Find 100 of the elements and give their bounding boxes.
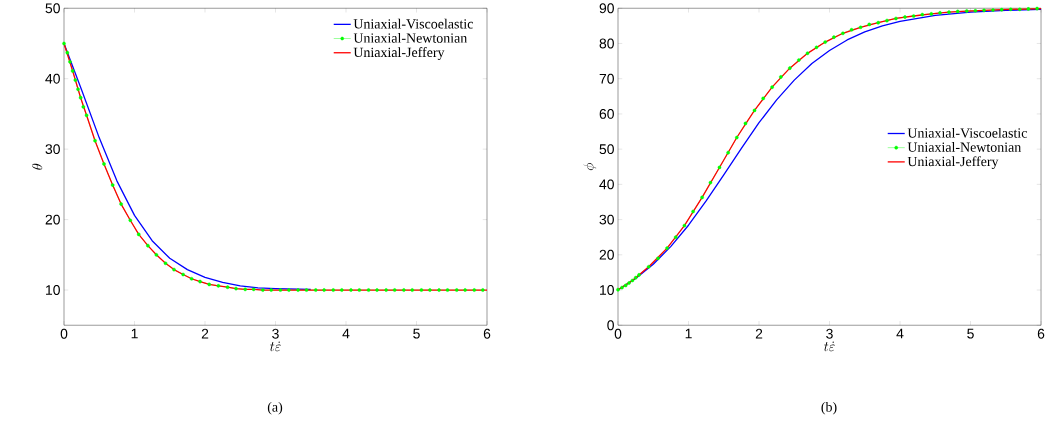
legend-label: Uniaxial-Viscoelastic: [907, 127, 1027, 138]
y-tick-label: 10: [46, 284, 60, 295]
point: [181, 272, 185, 277]
point: [463, 288, 467, 292]
point: [102, 162, 106, 166]
point: [761, 96, 765, 101]
point: [154, 252, 159, 257]
point: [700, 195, 704, 200]
point: [627, 281, 631, 285]
point: [726, 150, 730, 155]
point: [964, 9, 969, 13]
point: [867, 22, 872, 27]
point: [814, 45, 819, 50]
x-tick-label: 2: [201, 328, 209, 339]
point: [743, 121, 748, 126]
point: [911, 14, 916, 18]
point: [62, 41, 66, 46]
point: [1035, 6, 1039, 11]
point: [331, 288, 336, 292]
point: [410, 288, 415, 292]
point: [717, 165, 722, 170]
point: [366, 288, 371, 292]
point: [999, 7, 1004, 12]
point: [402, 288, 406, 292]
point: [172, 267, 176, 272]
y-tick-label: 80: [599, 38, 614, 49]
point: [93, 138, 97, 143]
point: [823, 40, 828, 44]
point: [633, 275, 638, 280]
y-tick-label: 30: [599, 214, 614, 225]
point: [770, 85, 774, 89]
text: (b): [821, 401, 837, 415]
point: [296, 288, 300, 292]
point: [623, 283, 628, 288]
y-tick-label: 40: [599, 179, 614, 190]
y-tick-label: 60: [599, 108, 614, 119]
y-tick-label: 0: [607, 320, 614, 331]
point: [119, 202, 123, 206]
x-tick-label: 4: [342, 328, 350, 339]
y-axis-title: $\phi$: [583, 162, 597, 171]
y-tick-label: 10: [600, 284, 614, 295]
point: [392, 288, 397, 292]
point: [616, 287, 620, 292]
point: [384, 288, 388, 292]
point: [287, 288, 291, 292]
point: [708, 180, 713, 185]
point: [234, 286, 238, 291]
point: [136, 232, 141, 237]
point: [849, 27, 854, 32]
x-tick-label: 0: [60, 328, 68, 339]
y-tick-label: 90: [599, 3, 614, 14]
point: [65, 50, 70, 55]
point: [480, 288, 485, 292]
x-tick-label: 5: [967, 328, 974, 339]
point: [797, 58, 801, 62]
point: [251, 287, 256, 291]
point: [261, 288, 265, 292]
legend-label: Uniaxial-Newtonian: [353, 32, 468, 43]
x-axis-title: $t\dot{\varepsilon}$: [824, 341, 835, 352]
x-tick-label: 2: [755, 328, 763, 339]
point: [858, 25, 863, 29]
point: [630, 278, 635, 283]
point: [973, 8, 978, 13]
legend-label: Uniaxial-Newtonian: [907, 141, 1022, 152]
x-tick-label: 6: [1037, 328, 1045, 339]
point: [445, 288, 450, 292]
y-tick-label: 20: [45, 214, 60, 225]
y-tick-label: 30: [45, 144, 60, 154]
x-tick-label: 0: [614, 328, 622, 339]
point: [637, 272, 641, 277]
x-tick-label: 5: [413, 328, 420, 339]
point: [885, 18, 889, 23]
point: [78, 95, 83, 100]
point: [876, 20, 881, 25]
text: (a): [267, 401, 283, 415]
point: [68, 59, 72, 64]
y-tick-label: 40: [45, 73, 60, 84]
legend-label: Uniaxial-Viscoelastic: [353, 18, 473, 29]
point: [313, 288, 318, 292]
point: [788, 66, 792, 70]
point: [419, 288, 424, 292]
point: [128, 218, 133, 222]
x-tick-label: 1: [131, 328, 138, 339]
point: [920, 12, 925, 17]
point: [84, 113, 89, 117]
point: [673, 235, 678, 239]
y-tick-label: 50: [45, 3, 60, 14]
point: [646, 264, 651, 269]
point: [982, 8, 986, 13]
point: [805, 51, 810, 56]
point: [437, 288, 441, 292]
y-tick-label: 50: [599, 144, 614, 154]
point: [163, 261, 168, 265]
point: [225, 285, 230, 289]
point: [1008, 7, 1013, 11]
point: [903, 15, 907, 19]
point: [81, 104, 86, 109]
point: [339, 288, 344, 292]
point: [76, 87, 80, 91]
point: [428, 288, 432, 292]
